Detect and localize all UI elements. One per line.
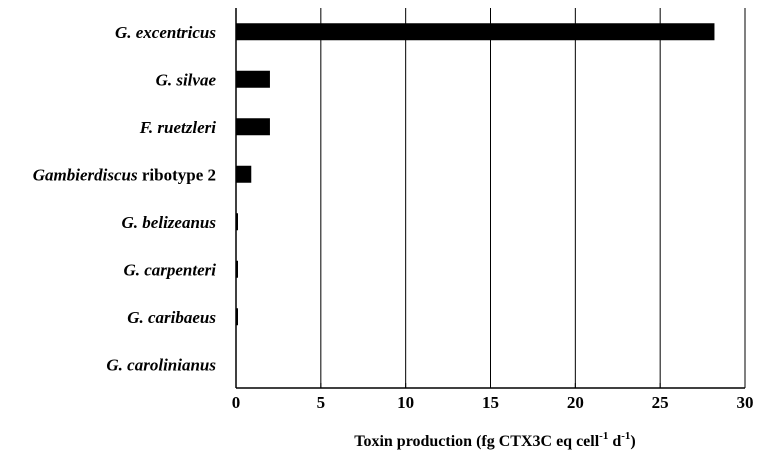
bar (236, 70, 270, 88)
category-label: G. silvae (156, 70, 217, 89)
x-tick-label: 20 (567, 393, 584, 412)
category-label: G. caribaeus (127, 308, 216, 327)
x-axis-title: Toxin production (fg CTX3C eq cell-1 d-1… (354, 430, 636, 450)
x-axis-title-main: Toxin production (fg CTX3C eq cell (354, 433, 599, 450)
category-label: Gambierdiscus ribotype 2 (33, 165, 216, 184)
x-axis-title-mid: d (608, 433, 621, 450)
x-tick-labels: 0 5 10 15 20 25 30 (232, 393, 754, 412)
category-label-italic: G. carpenteri (123, 260, 216, 279)
category-label-italic: G. carolinianus (106, 355, 216, 374)
x-tick-label: 30 (737, 393, 754, 412)
x-tick-label: 25 (652, 393, 669, 412)
category-label-italic: G. caribaeus (127, 308, 216, 327)
bar (236, 118, 270, 136)
category-labels: G. excentricus G. silvae F. ruetzleri Gambi… (33, 23, 217, 375)
category-label: G. excentricus (115, 23, 216, 42)
category-label-italic: Gambierdiscus (33, 165, 138, 184)
x-axis-title-sup2: -1 (621, 430, 630, 442)
bars (236, 23, 715, 326)
category-label-rest: ribotype 2 (138, 165, 216, 184)
axes (235, 8, 746, 389)
bar (236, 165, 252, 183)
bar (236, 260, 238, 278)
x-tick-label: 5 (317, 393, 326, 412)
x-tick-label: 10 (397, 393, 414, 412)
category-label-italic: F. ruetzleri (139, 118, 216, 137)
x-tick-label: 15 (482, 393, 499, 412)
category-label-italic: G. excentricus (115, 23, 216, 42)
category-label: G. carpenteri (123, 260, 216, 279)
category-label-italic: G. belizeanus (122, 213, 217, 232)
category-label-italic: G. silvae (156, 70, 217, 89)
x-axis-title-sup1: -1 (599, 430, 608, 442)
bar (236, 308, 238, 326)
bar (236, 23, 715, 41)
category-label: F. ruetzleri (139, 118, 216, 137)
bar (236, 213, 238, 231)
gridlines (320, 8, 746, 388)
category-label: G. belizeanus (122, 213, 217, 232)
category-label: G. carolinianus (106, 355, 216, 374)
x-axis-title-end: ) (630, 433, 635, 450)
x-tick-label: 0 (232, 393, 241, 412)
